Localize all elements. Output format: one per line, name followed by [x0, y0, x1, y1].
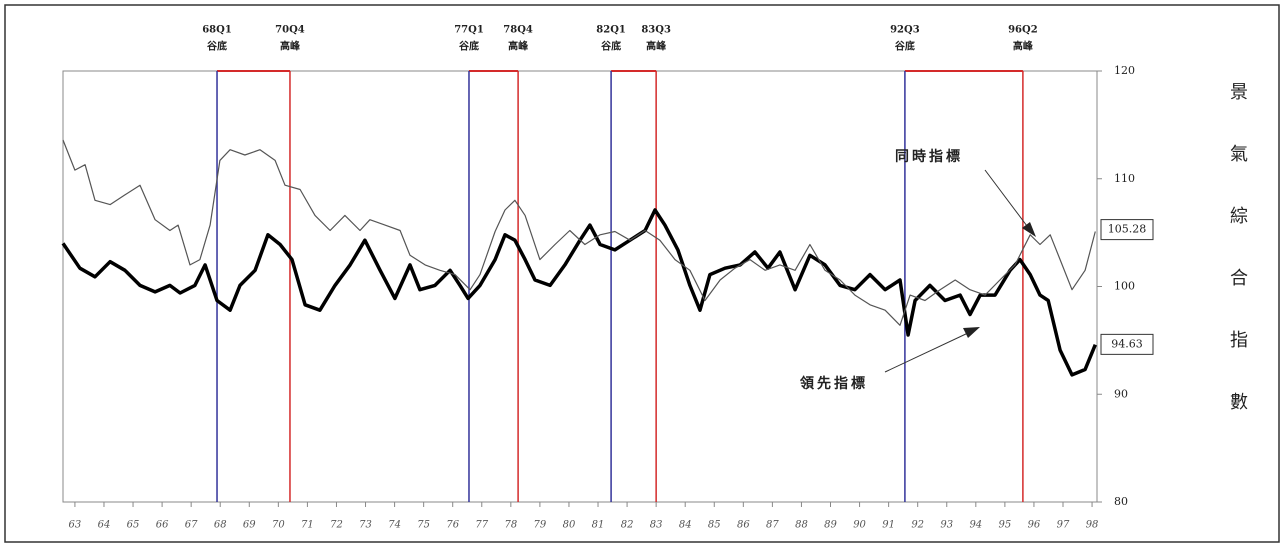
x-tick-label: 97 [1057, 520, 1070, 531]
turning-point-label: 83Q3 [641, 25, 671, 36]
x-tick-label: 96 [1028, 520, 1041, 531]
y-tick-label: 100 [1114, 280, 1135, 293]
x-tick-label: 66 [156, 520, 169, 531]
x-tick-label: 88 [795, 520, 808, 531]
x-tick-label: 92 [911, 520, 924, 531]
end-label-box [1100, 219, 1154, 241]
turning-point-note: 谷底 [601, 40, 621, 53]
y-tick-label: 120 [1114, 64, 1135, 77]
turning-point-label: 92Q3 [890, 25, 920, 36]
turning-point-note: 谷底 [895, 40, 915, 53]
arrow-head [963, 327, 980, 338]
x-tick-label: 80 [563, 520, 576, 531]
turning-point-note: 高峰 [508, 40, 529, 53]
turning-point-label: 82Q1 [596, 25, 626, 36]
turning-point-note: 谷底 [459, 40, 479, 53]
x-tick-label: 84 [679, 520, 692, 531]
x-tick-label: 67 [185, 520, 198, 531]
series-line [62, 139, 1096, 326]
turning-point-label: 68Q1 [202, 25, 232, 36]
series-line [61, 208, 1097, 377]
x-tick-label: 77 [475, 520, 488, 531]
x-tick-label: 69 [243, 520, 256, 531]
x-tick-label: 91 [882, 520, 895, 531]
annotation: 領先指標 [800, 375, 868, 392]
x-tick-label: 75 [417, 520, 430, 531]
y-tick-label: 110 [1114, 172, 1135, 185]
chart-title: 景氣綜合指數 [1227, 82, 1248, 454]
x-tick-label: 87 [766, 520, 779, 531]
turning-point-label: 77Q1 [454, 25, 484, 36]
end-label: 105.28 [1108, 223, 1147, 236]
y-tick-label: 80 [1114, 495, 1128, 508]
annotation-arrow [884, 332, 969, 373]
x-tick-label: 70 [272, 520, 285, 531]
x-tick-label: 95 [999, 520, 1012, 531]
x-tick-label: 85 [708, 520, 721, 531]
x-tick-label: 64 [98, 520, 111, 531]
annotation-arrow [984, 169, 1031, 231]
x-tick-label: 65 [127, 520, 140, 531]
arrow-head [1022, 222, 1036, 237]
y-tick-label: 90 [1114, 387, 1128, 400]
turning-point-note: 高峰 [280, 40, 301, 53]
end-label: 94.63 [1111, 337, 1143, 350]
x-tick-label: 73 [359, 520, 372, 531]
x-tick-label: 78 [504, 520, 517, 531]
x-tick-label: 82 [621, 520, 634, 531]
x-tick-label: 98 [1086, 520, 1099, 531]
annotation: 同時指標 [895, 148, 963, 165]
turning-point-note: 谷底 [207, 40, 227, 53]
turning-point-note: 高峰 [1013, 40, 1034, 53]
x-tick-label: 86 [737, 520, 750, 531]
x-tick-label: 63 [69, 520, 82, 531]
frame [4, 4, 1280, 543]
x-tick-label: 74 [388, 520, 401, 531]
x-tick-label: 90 [853, 520, 866, 531]
x-tick-label: 79 [534, 520, 547, 531]
x-tick-label: 76 [446, 520, 459, 531]
x-tick-label: 93 [940, 520, 953, 531]
end-label-box [1100, 333, 1154, 355]
turning-point-label: 78Q4 [503, 25, 533, 36]
x-tick-label: 72 [330, 520, 343, 531]
x-tick-label: 89 [824, 520, 837, 531]
turning-point-label: 70Q4 [275, 25, 305, 36]
turning-point-note: 高峰 [646, 40, 667, 53]
turning-point-label: 96Q2 [1008, 25, 1038, 36]
x-tick-label: 94 [969, 520, 982, 531]
x-tick-label: 83 [650, 520, 663, 531]
x-tick-label: 71 [301, 520, 314, 531]
x-tick-label: 81 [592, 520, 605, 531]
x-tick-label: 68 [214, 520, 227, 531]
